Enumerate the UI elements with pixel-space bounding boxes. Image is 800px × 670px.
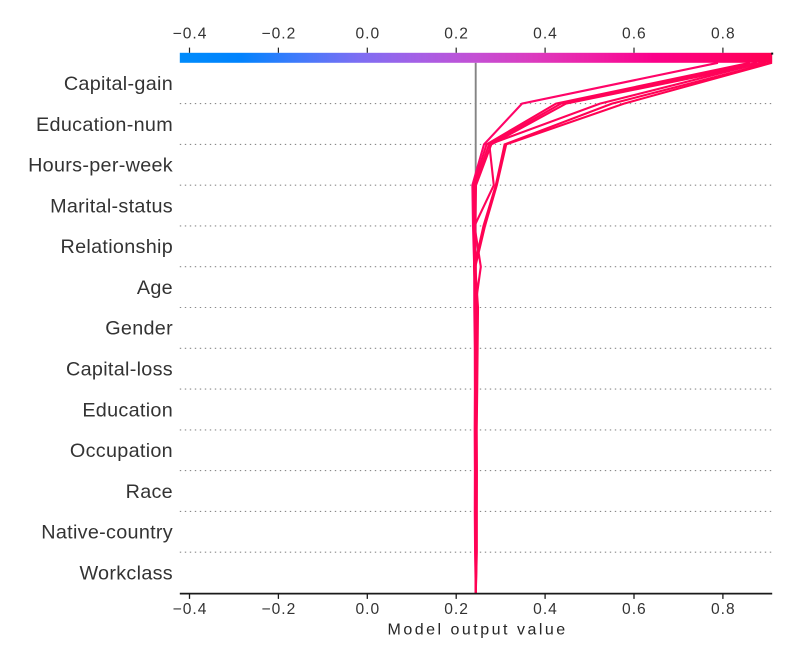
- svg-text:0.0: 0.0: [355, 601, 380, 618]
- svg-text:Race: Race: [126, 481, 173, 503]
- svg-text:Capital-gain: Capital-gain: [64, 73, 173, 95]
- svg-text:Native-country: Native-country: [41, 522, 173, 544]
- svg-text:−0.2: −0.2: [262, 601, 297, 618]
- svg-text:0.2: 0.2: [444, 601, 469, 618]
- svg-text:0.8: 0.8: [711, 26, 736, 43]
- svg-text:Age: Age: [137, 277, 173, 299]
- svg-text:−0.4: −0.4: [173, 26, 208, 43]
- svg-text:0.4: 0.4: [533, 26, 558, 43]
- svg-text:−0.2: −0.2: [262, 26, 297, 43]
- svg-text:0.6: 0.6: [622, 26, 647, 43]
- svg-text:Education-num: Education-num: [36, 114, 173, 136]
- svg-text:Model output value: Model output value: [387, 621, 567, 638]
- svg-text:Gender: Gender: [105, 318, 173, 340]
- svg-text:Marital-status: Marital-status: [50, 195, 173, 217]
- svg-text:0.6: 0.6: [622, 601, 647, 618]
- svg-text:0.4: 0.4: [533, 601, 558, 618]
- svg-text:−0.4: −0.4: [173, 601, 208, 618]
- svg-text:Occupation: Occupation: [70, 440, 173, 462]
- svg-text:Education: Education: [82, 399, 173, 421]
- svg-text:Relationship: Relationship: [61, 236, 173, 258]
- svg-text:Workclass: Workclass: [79, 562, 173, 584]
- svg-text:Capital-loss: Capital-loss: [66, 359, 173, 381]
- svg-text:0.2: 0.2: [444, 26, 469, 43]
- svg-text:0.0: 0.0: [355, 26, 380, 43]
- svg-text:Hours-per-week: Hours-per-week: [28, 155, 173, 177]
- svg-text:0.8: 0.8: [711, 601, 736, 618]
